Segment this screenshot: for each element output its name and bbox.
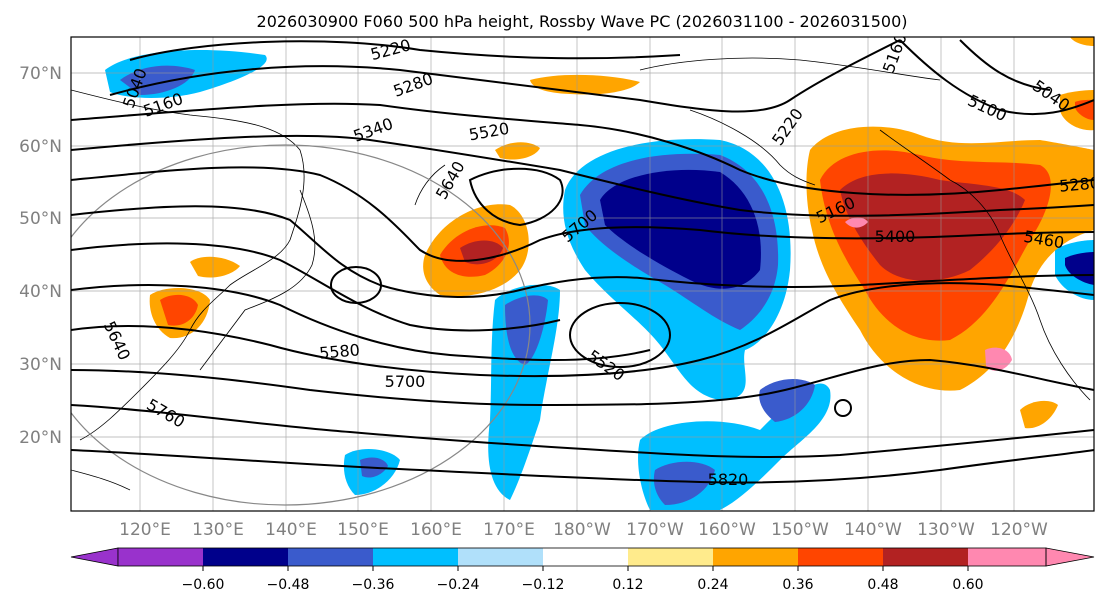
contour-label: 5400: [875, 227, 916, 246]
colorbar-seg: [1045, 547, 1095, 567]
anomaly-fill: [653, 461, 715, 505]
colorbar-tick-label: −0.24: [437, 577, 480, 593]
anomaly-fill: [160, 294, 198, 326]
lat-label: 50°N: [19, 209, 62, 229]
colorbar-seg: [373, 548, 458, 566]
anomaly-fill: [460, 240, 503, 265]
lat-label: 60°N: [19, 137, 62, 157]
lon-label: 180°W: [553, 520, 611, 540]
lon-label: 170°E: [483, 520, 535, 540]
anomaly-fill: [495, 142, 540, 160]
contour-label: 5580: [318, 340, 360, 362]
lat-label: 30°N: [19, 355, 62, 375]
lon-label: 140°W: [844, 520, 902, 540]
lon-label: 150°W: [771, 520, 829, 540]
anomaly-fill: [759, 378, 815, 422]
colorbar-tick-label: 0.36: [782, 577, 813, 593]
colorbar-seg: [968, 548, 1046, 566]
anomaly-fill: [1065, 252, 1094, 285]
lat-label: 40°N: [19, 282, 62, 302]
contour-label: 5700: [385, 372, 426, 391]
colorbar-tick-label: −0.36: [352, 577, 395, 593]
height-contours: [71, 39, 1094, 484]
lon-label: 150°E: [337, 520, 389, 540]
longitude-labels: 120°E 130°E 140°E 150°E 160°E 170°E 180°…: [119, 520, 1048, 540]
colorbar-seg: [628, 548, 713, 566]
colorbar-seg: [458, 548, 543, 566]
anomaly-fill: [190, 256, 240, 278]
anomaly-fill: [840, 173, 1025, 281]
contour-label: 5820: [708, 470, 749, 489]
colorbar-tick-label: 0.12: [612, 577, 643, 593]
colorbar-seg: [70, 547, 119, 567]
colorbar-frame: [117, 547, 1047, 567]
colorbar-seg: [543, 548, 628, 566]
lon-label: 120°E: [119, 520, 171, 540]
colorbar-tick-label: −0.60: [182, 577, 225, 593]
colorbar-tick-label: −0.48: [267, 577, 310, 593]
colorbar-seg: [713, 548, 798, 566]
map-frame: [70, 36, 1095, 512]
colorbar-seg: [118, 548, 203, 566]
lat-label: 70°N: [19, 64, 62, 84]
lon-label: 140°E: [265, 520, 317, 540]
colorbar-tick-label: 0.48: [867, 577, 898, 593]
anomaly-fill: [845, 217, 868, 228]
lon-label: 160°E: [410, 520, 462, 540]
contour-label: 5280: [1058, 173, 1100, 195]
map-panel: 5220 5280 5040 5160 5340 5520 5640 5700 …: [70, 36, 1100, 512]
colorbar-seg: [288, 548, 373, 566]
anomaly-fill: [505, 295, 548, 365]
colorbar-tick-label: −0.12: [522, 577, 565, 593]
colorbar-seg: [203, 548, 288, 566]
colorbar-seg: [798, 548, 883, 566]
lon-label: 160°W: [698, 520, 756, 540]
latitude-labels: 70°N 60°N 50°N 40°N 30°N 20°N: [19, 64, 62, 448]
anomaly-fill: [985, 347, 1012, 371]
lon-label: 130°E: [192, 520, 244, 540]
lon-label: 120°W: [990, 520, 1048, 540]
lon-label: 130°W: [917, 520, 975, 540]
anomaly-fill: [488, 284, 560, 500]
anomaly-fill: [1070, 37, 1094, 46]
figure-title: 2026030900 F060 500 hPa height, Rossby W…: [257, 12, 908, 31]
colorbar: −0.60 −0.48 −0.36 −0.24 −0.12 0.12 0.24 …: [70, 547, 1095, 593]
anomaly-fill: [1020, 400, 1058, 429]
colorbar-ticks: −0.60 −0.48 −0.36 −0.24 −0.12 0.12 0.24 …: [182, 566, 984, 593]
graticule: [71, 37, 1094, 511]
colorbar-tick-label: 0.24: [697, 577, 728, 593]
colorbar-seg: [883, 548, 968, 566]
colorbar-tick-label: 0.60: [952, 577, 983, 593]
lat-label: 20°N: [19, 428, 62, 448]
lon-label: 170°W: [626, 520, 684, 540]
